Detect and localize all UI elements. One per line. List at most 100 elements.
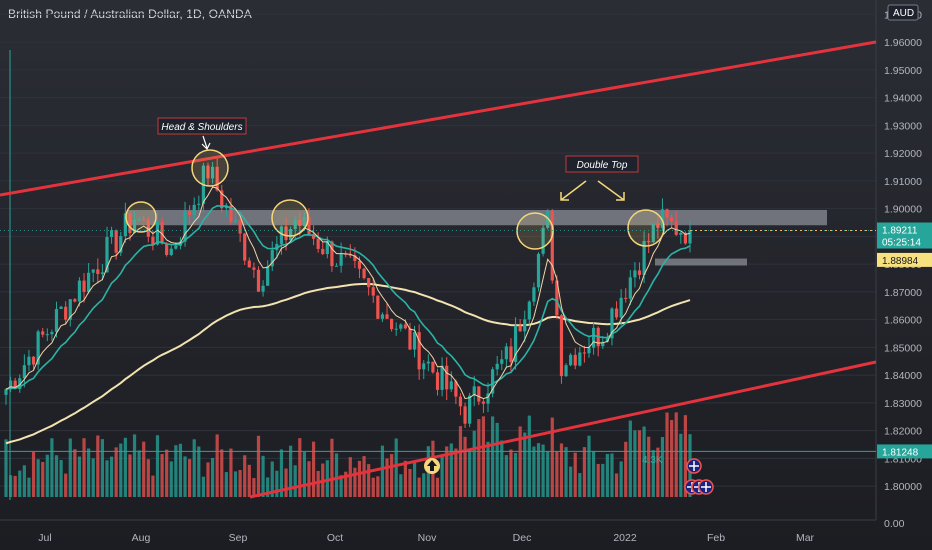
candle (573, 348, 577, 370)
volume-bar (261, 455, 265, 497)
candle (321, 241, 325, 256)
volume-bar (293, 465, 297, 497)
candle (656, 216, 660, 239)
candle-body (293, 219, 297, 230)
candle-body (348, 254, 352, 256)
candle (119, 232, 123, 256)
annotation-arrow (201, 135, 211, 151)
candle (36, 329, 40, 370)
volume-bar (266, 477, 270, 497)
ema-fast-line (5, 186, 691, 400)
volume-bar (284, 468, 288, 497)
candle (394, 322, 398, 336)
volume-bar (660, 437, 665, 497)
volume-bar (408, 468, 412, 497)
flag-cross (689, 461, 699, 471)
y-tick-label: 1.87000 (884, 287, 922, 299)
candle-body (334, 265, 339, 267)
flag-marker (686, 458, 702, 474)
candle-body (449, 381, 453, 390)
annotation-box (157, 117, 247, 135)
candle (481, 398, 486, 413)
volume-bar (160, 454, 164, 497)
candle (100, 264, 105, 281)
volume-bar (247, 464, 251, 497)
candle (417, 324, 421, 380)
volume-bar (412, 461, 417, 497)
y-tick-label: 1.96000 (884, 37, 922, 49)
candle-body (670, 217, 674, 222)
candle (449, 371, 453, 392)
candle-body (123, 213, 127, 237)
volume-bar (569, 466, 573, 497)
volume-bar (339, 475, 343, 497)
volume-bar (178, 443, 183, 497)
volume-bar (385, 458, 389, 497)
price-tag: 1.81248 (877, 444, 932, 459)
x-tick-label: Sep (229, 532, 248, 544)
candle-body (408, 328, 412, 350)
candle-body (155, 221, 160, 245)
candle (688, 221, 692, 253)
candle (454, 379, 458, 405)
volume-bar (449, 443, 453, 497)
volume-bar (307, 461, 311, 497)
candle (142, 215, 146, 221)
volume-bar (59, 460, 63, 497)
candle-body (555, 280, 559, 316)
candle-body (435, 372, 440, 390)
currency-label: AUD (893, 8, 914, 19)
volume-bar (353, 467, 357, 497)
candle-body (132, 219, 137, 234)
candle (270, 241, 274, 272)
price-tag-box (877, 222, 932, 249)
candle (614, 301, 619, 320)
volume-bar (582, 447, 587, 497)
candle-body (619, 297, 623, 318)
x-tick-label: 2022 (613, 532, 637, 544)
candle-body (674, 221, 678, 235)
candle (367, 277, 371, 296)
candle-body (518, 325, 522, 332)
volume-bar (252, 478, 256, 497)
volume-bar (532, 446, 536, 497)
candle-body (174, 245, 178, 249)
volume-bar (601, 463, 605, 497)
candle-body (256, 269, 261, 292)
candle-body (445, 365, 449, 390)
candle-body (142, 219, 146, 221)
volume-bar (256, 435, 261, 497)
volume-bar (206, 462, 210, 497)
annotation-double-top: Double Top (560, 155, 639, 201)
candle (160, 217, 164, 245)
candle (518, 318, 522, 332)
candle-body (399, 324, 403, 329)
volume-bar (481, 416, 486, 497)
candle-body (495, 363, 499, 370)
candle-body (536, 253, 541, 288)
volume-bar (491, 416, 495, 497)
volume-bar (435, 477, 440, 497)
volume-bar (169, 461, 173, 497)
candle (59, 305, 63, 310)
candle-body (266, 266, 270, 286)
candle-body (587, 347, 591, 354)
volume-bar (357, 460, 362, 497)
ma-slow-line (5, 282, 691, 445)
candle-body (481, 401, 486, 404)
channel-upper-line (0, 40, 877, 197)
candle-body (486, 393, 490, 404)
candle-body (302, 216, 306, 227)
volume-bar (642, 426, 646, 497)
volume-bar (596, 463, 600, 497)
pattern-circle (627, 209, 665, 247)
x-tick-label: Nov (418, 532, 437, 544)
candle-body (169, 248, 173, 255)
candle (564, 363, 568, 377)
candle (261, 280, 265, 297)
candle-body (100, 272, 105, 274)
candle-body (403, 324, 407, 329)
candle-body (614, 308, 619, 318)
